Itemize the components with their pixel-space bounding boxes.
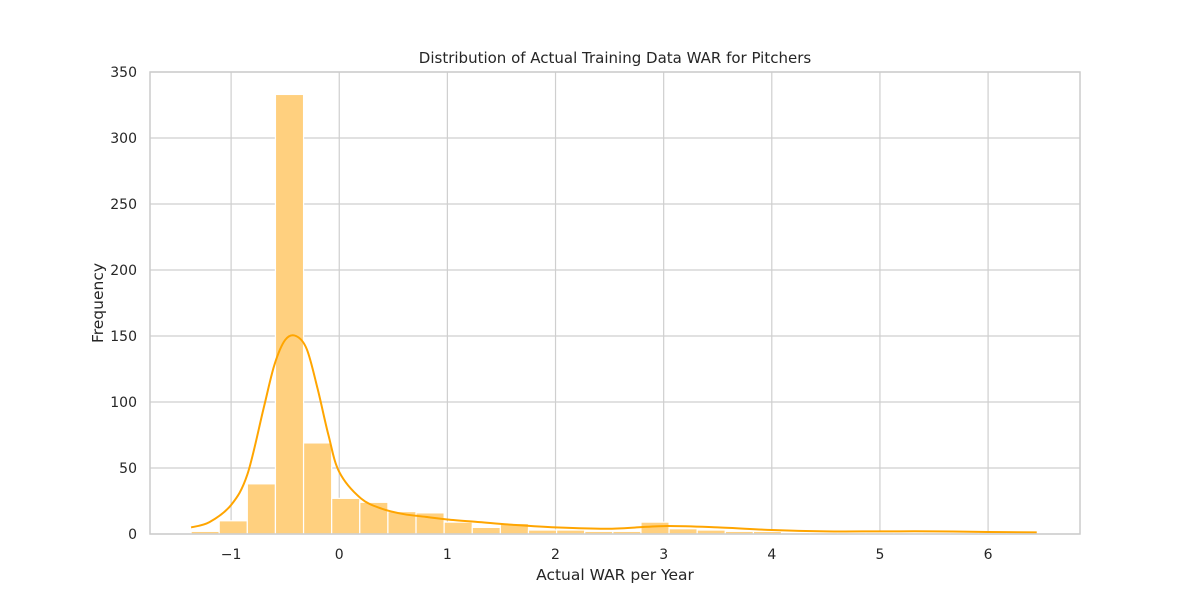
histogram-bar-17 <box>668 528 698 535</box>
x-tick-labels: −1 0 1 2 3 4 5 6 <box>221 547 993 563</box>
grid-lines <box>150 71 1080 535</box>
y-tick-label-1: 50 <box>119 461 137 477</box>
histogram-bar-4 <box>302 442 333 535</box>
x-tick-label-3: 2 <box>551 547 560 563</box>
histogram-bar-5 <box>331 497 361 535</box>
y-tick-labels: 0 50 100 150 200 250 300 350 <box>110 65 137 543</box>
kde-curve <box>190 334 1037 534</box>
x-tick-label-7: 6 <box>984 547 993 563</box>
y-tick-label-2: 100 <box>110 395 137 411</box>
chart-title: Distribution of Actual Training Data WAR… <box>419 49 812 67</box>
y-tick-label-5: 250 <box>110 197 137 213</box>
x-tick-label-1: 0 <box>335 547 344 563</box>
histogram-bar-3 <box>274 93 305 535</box>
x-tick-label-4: 3 <box>659 547 668 563</box>
y-tick-label-7: 350 <box>110 65 137 81</box>
y-tick-label-4: 200 <box>110 263 137 279</box>
histogram-bar-9 <box>443 521 473 535</box>
histogram-bar-1 <box>218 520 248 535</box>
x-axis-label: Actual WAR per Year <box>536 566 694 584</box>
x-tick-label-2: 1 <box>443 547 452 563</box>
x-tick-label-5: 4 <box>767 547 776 563</box>
y-axis-label: Frequency <box>89 263 107 343</box>
y-tick-label-3: 150 <box>110 329 137 345</box>
y-tick-label-6: 300 <box>110 131 137 147</box>
x-tick-label-6: 5 <box>875 547 884 563</box>
histogram-bar-6 <box>359 501 389 535</box>
histogram-bars <box>190 93 1036 535</box>
x-tick-label-0: −1 <box>221 547 242 563</box>
histogram-bar-2 <box>246 483 277 535</box>
histogram-bar-10 <box>471 526 501 535</box>
histogram-bar-16 <box>640 521 670 535</box>
plot-frame <box>149 71 1081 535</box>
y-tick-label-0: 0 <box>128 527 137 543</box>
